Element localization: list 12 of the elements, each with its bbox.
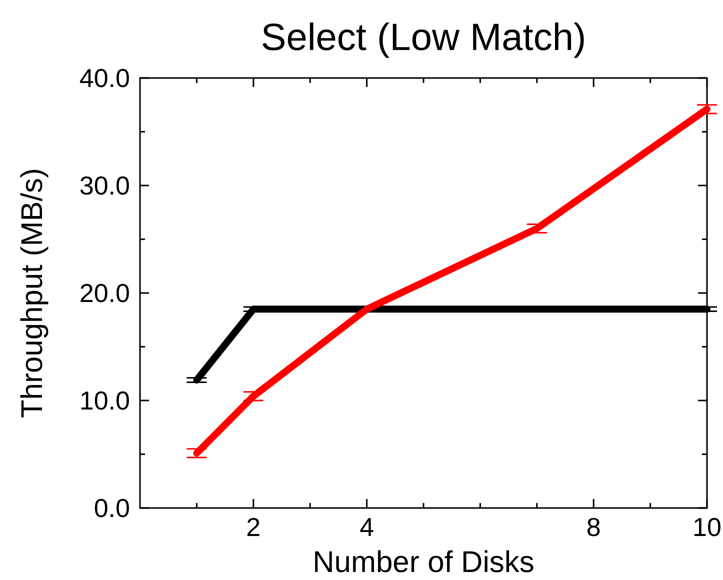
x-tick-label: 10 <box>692 512 722 542</box>
y-axis-title: Throughput (MB/s) <box>16 168 49 418</box>
x-tick-label: 2 <box>246 512 261 542</box>
y-tick-label: 10.0 <box>79 386 130 416</box>
y-tick-label: 40.0 <box>79 63 130 93</box>
x-tick-label: 4 <box>360 512 374 542</box>
x-axis-title: Number of Disks <box>312 546 534 579</box>
chart-title: Select (Low Match) <box>260 17 586 59</box>
y-tick-label: 30.0 <box>79 170 130 200</box>
y-tick-label: 20.0 <box>79 278 130 308</box>
y-tick-label: 0.0 <box>94 493 130 523</box>
x-tick-label: 8 <box>586 512 601 542</box>
